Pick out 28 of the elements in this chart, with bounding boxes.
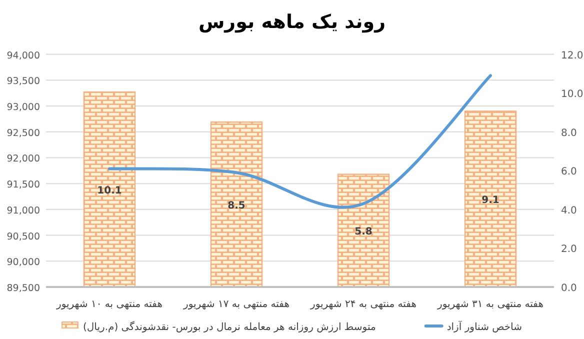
- y2-tick-label: 4.0: [561, 205, 577, 216]
- y-tick-label: 90,000: [6, 257, 40, 268]
- y2-tick-label: 12.0: [561, 50, 584, 62]
- legend-label: شاخص شناور آزاد: [446, 320, 522, 333]
- y-tick-label: 91,500: [6, 180, 40, 191]
- x-tick-label: هفته منتهی به ۲۴ شهریور: [310, 299, 416, 310]
- annotation: 9.1: [482, 195, 500, 206]
- annotation: 8.5: [228, 200, 246, 212]
- y-tick-label: 89,500: [6, 283, 40, 294]
- x-tick-label: هفته منتهی به ۱۰ شهریور: [56, 299, 162, 310]
- y-tick-label: 92,000: [6, 154, 40, 165]
- y-tick-label: 93,000: [6, 102, 40, 114]
- legend-label: متوسط ارزش روزانه هر معامله نرمال در بورس- نقدشوندگی (م.ریال): [83, 321, 376, 333]
- y2-tick-label: 10.0: [561, 89, 584, 100]
- chart-title: روند یک ماهه بورس: [198, 11, 386, 33]
- annotation: 5.8: [354, 226, 372, 238]
- annotation: 10.1: [97, 186, 122, 197]
- y-tick-label: 94,000: [6, 50, 40, 62]
- y2-tick-label: 6.0: [561, 166, 577, 178]
- y-tick-label: 92,500: [6, 128, 40, 139]
- x-tick-label: هفته منتهی به ۳۱ شهریور: [436, 299, 544, 310]
- y2-tick-label: 8.0: [561, 128, 577, 139]
- y2-tick-label: 0.0: [561, 283, 577, 294]
- x-tick-label: هفته منتهی به ۱۷ شهریور: [182, 299, 290, 310]
- y-tick-label: 93,500: [6, 76, 40, 88]
- y2-tick-label: 2.0: [561, 244, 577, 256]
- y-tick-label: 90,500: [6, 231, 40, 242]
- y-tick-label: 91,000: [6, 205, 40, 216]
